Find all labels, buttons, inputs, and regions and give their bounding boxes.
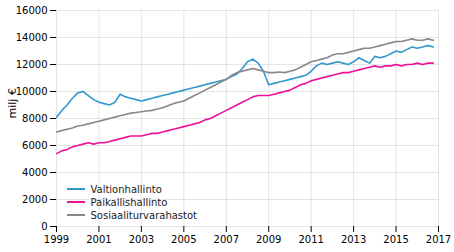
- svg-text:2005: 2005: [171, 234, 196, 245]
- svg-text:2001: 2001: [86, 234, 111, 245]
- svg-text:2013: 2013: [341, 234, 366, 245]
- svg-text:0: 0: [41, 221, 47, 232]
- svg-text:2007: 2007: [214, 234, 239, 245]
- svg-text:2000: 2000: [22, 194, 47, 205]
- svg-text:12000: 12000: [16, 59, 48, 70]
- html-text:Valtionhallinto: Valtionhallinto: [90, 183, 162, 195]
- svg-text:2011: 2011: [298, 234, 323, 245]
- svg-text:4000: 4000: [22, 167, 47, 178]
- svg-text:16000: 16000: [16, 5, 48, 16]
- html-text:Sosiaaliturvarahastot: Sosiaaliturvarahastot: [90, 209, 197, 221]
- svg-text:2015: 2015: [383, 234, 408, 245]
- svg-text:1999: 1999: [44, 234, 69, 245]
- html-text:Paikallishallinto: Paikallishallinto: [90, 196, 168, 208]
- svg-text:6000: 6000: [22, 140, 47, 151]
- svg-text:14000: 14000: [16, 32, 48, 43]
- svg-text:2009: 2009: [256, 234, 281, 245]
- svg-text:2017: 2017: [426, 234, 451, 245]
- svg-text:2003: 2003: [129, 234, 154, 245]
- svg-text:10000: 10000: [16, 86, 48, 97]
- svg-text:milj €: milj €: [6, 88, 19, 118]
- svg-text:8000: 8000: [22, 113, 47, 124]
